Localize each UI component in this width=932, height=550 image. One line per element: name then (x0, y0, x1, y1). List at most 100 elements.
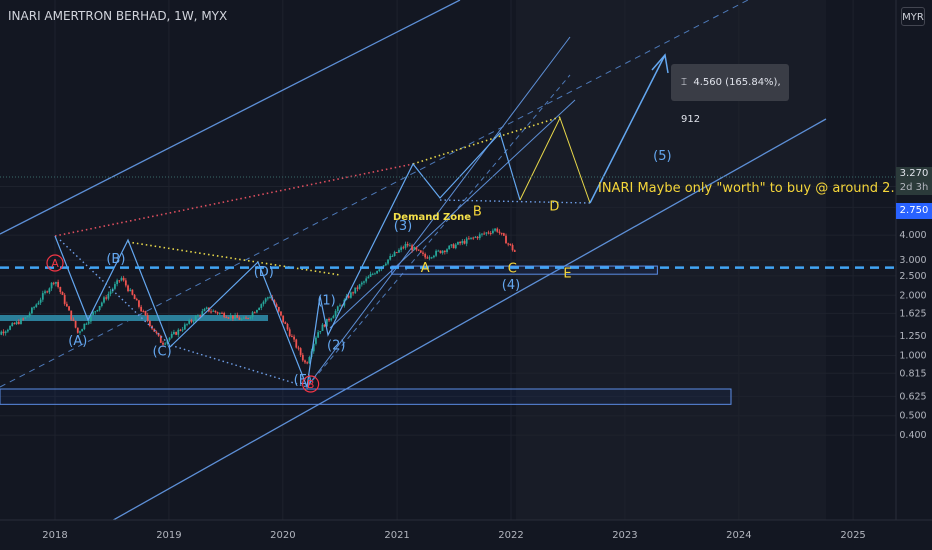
time-axis-tick: 2024 (726, 530, 751, 541)
candle-body (118, 280, 121, 282)
candle-body (55, 281, 57, 284)
wave-label: B (473, 205, 482, 220)
candle-body (131, 289, 134, 295)
candle-body (72, 319, 75, 321)
candle-body (144, 311, 147, 316)
candle-body (52, 282, 55, 284)
candle-body (214, 310, 217, 313)
candle-body (446, 249, 448, 253)
candle-body (92, 312, 94, 315)
time-axis-tick: 2021 (384, 530, 409, 541)
candle-body (435, 250, 437, 256)
yellow-dotted-line-3-b (412, 116, 561, 165)
candle-body (513, 250, 516, 252)
candle-body (426, 257, 429, 259)
candle-body (181, 329, 184, 331)
candle-body (391, 255, 394, 257)
candle-body (354, 287, 357, 294)
candle-body (258, 307, 261, 310)
candle-body (297, 347, 300, 349)
time-axis-tick: 2019 (156, 530, 181, 541)
candle-body (406, 243, 409, 246)
wave-5-projection (589, 54, 666, 204)
candle-body (384, 263, 387, 266)
candle-body (336, 306, 339, 311)
candle-body (256, 309, 258, 313)
candle-body (164, 343, 167, 345)
measure-tooltip: ⌶ 4.560 (165.84%), 912 (671, 64, 789, 125)
candle-body (402, 247, 405, 249)
candle-body (430, 257, 433, 259)
candle-body (352, 292, 354, 294)
wave-label: (2) (327, 339, 345, 354)
candle-body (489, 233, 492, 235)
candle-body (135, 299, 138, 301)
demand-zone-label: Demand Zone (393, 212, 471, 223)
candle-body (439, 250, 442, 254)
candle-body (177, 329, 180, 335)
candle-body (4, 331, 7, 334)
candle-body (234, 315, 236, 319)
candle-body (312, 343, 315, 352)
candle-body (138, 300, 140, 307)
candle-body (507, 243, 510, 245)
candle-body (264, 298, 267, 302)
candle-body (159, 335, 162, 343)
candle-body (404, 243, 407, 248)
candle-body (511, 245, 514, 251)
support-zone-box (0, 388, 732, 405)
wave-label: E (563, 267, 571, 282)
candle-body (124, 280, 127, 286)
candle-body (194, 316, 197, 322)
candles (0, 227, 516, 365)
candle-body (496, 228, 499, 232)
candle-body (408, 245, 411, 247)
bar-countdown: 2d 3h (899, 182, 929, 193)
candle-body (179, 329, 182, 331)
candle-body (74, 320, 77, 328)
candle-body (48, 288, 51, 293)
currency-button[interactable]: MYR (901, 7, 925, 26)
candle-body (70, 310, 73, 320)
price-axis-tick: 1.000 (899, 351, 926, 362)
candle-body (22, 318, 25, 320)
candle-body (221, 312, 223, 314)
time-axis-background (0, 520, 932, 550)
annotation-text: INARI Maybe only "worth" to buy @ around… (598, 181, 911, 196)
candle-body (502, 233, 505, 236)
candle-body (437, 250, 440, 252)
candle-body (68, 306, 70, 311)
candle-body (20, 318, 22, 325)
candle-body (262, 301, 265, 305)
candle-body (363, 281, 365, 283)
ruler-icon: ⌶ (681, 77, 687, 88)
candle-body (197, 315, 199, 317)
candle-body (190, 320, 193, 322)
candle-body (105, 297, 108, 299)
price-axis-tick: 2.500 (899, 271, 926, 282)
candle-body (443, 250, 446, 253)
candle-body (470, 237, 472, 239)
candle-body (26, 316, 29, 318)
candle-body (37, 302, 40, 305)
price-axis-tick: 2.000 (899, 290, 926, 301)
candle-body (186, 323, 188, 325)
wave-label: D (549, 200, 559, 215)
candle-body (284, 322, 287, 325)
channel-midline (0, 0, 749, 388)
candle-body (332, 315, 335, 319)
candle-body (389, 256, 392, 260)
wave-label: (B) (106, 252, 125, 267)
candle-body (485, 232, 488, 234)
candle-body (369, 274, 372, 277)
candle-body (428, 257, 431, 259)
candle-body (218, 312, 221, 314)
candle-body (89, 314, 92, 322)
candle-body (304, 360, 306, 363)
last-price-tag: 3.270 2d 3h (896, 167, 932, 195)
candle-body (247, 318, 250, 320)
price-axis-tick: 0.815 (899, 368, 926, 379)
candle-body (491, 230, 494, 234)
time-axis-tick: 2018 (42, 530, 67, 541)
